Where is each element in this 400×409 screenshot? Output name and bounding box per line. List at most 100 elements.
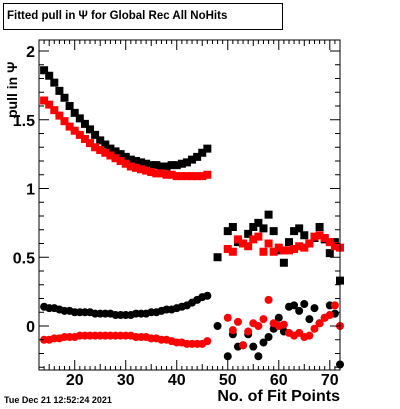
- x-tick-label: 30: [117, 372, 135, 389]
- data-point-circle: [279, 320, 288, 329]
- data-point-square: [147, 168, 156, 176]
- data-point-square: [131, 163, 140, 172]
- data-point-square: [65, 102, 74, 110]
- data-point-circle: [290, 301, 299, 310]
- data-point-square: [310, 232, 319, 241]
- data-point-circle: [249, 342, 258, 351]
- data-point-square: [137, 165, 146, 174]
- data-point-circle: [203, 337, 212, 346]
- data-point-square: [188, 155, 197, 164]
- data-point-square: [305, 239, 314, 248]
- data-point-square: [182, 172, 191, 181]
- y-tick-label: 1.5: [13, 113, 35, 130]
- data-point-square: [198, 148, 207, 157]
- data-point-square: [203, 170, 212, 179]
- data-point-circle: [239, 341, 248, 350]
- data-point-square: [254, 218, 263, 227]
- data-point-square: [91, 143, 100, 152]
- data-point-square: [152, 169, 161, 178]
- data-point-square: [142, 166, 151, 175]
- data-point-square: [80, 119, 89, 128]
- data-point-circle: [223, 313, 232, 322]
- data-point-square: [284, 238, 293, 247]
- data-point-square: [244, 242, 253, 251]
- data-point-square: [116, 150, 125, 159]
- data-point-square: [177, 172, 186, 181]
- data-point-square: [172, 172, 181, 181]
- data-point-square: [269, 247, 278, 256]
- data-point-circle: [244, 327, 253, 336]
- data-point-square: [295, 242, 304, 251]
- data-point-square: [86, 125, 95, 134]
- data-point-square: [111, 154, 120, 163]
- data-point-square: [70, 108, 79, 117]
- axis-ticks: 20 30 40 50 60 70 0 0.5 1 1.5 2: [13, 40, 341, 389]
- data-point-square: [162, 170, 171, 179]
- data-point-square: [80, 135, 89, 143]
- data-point-square: [279, 258, 288, 267]
- data-point-square: [157, 162, 166, 171]
- data-point-circle: [233, 317, 242, 326]
- data-point-square: [131, 157, 140, 165]
- data-point-square: [198, 172, 207, 181]
- data-point-square: [188, 172, 197, 181]
- data-point-square: [60, 93, 69, 102]
- data-point-square: [50, 106, 59, 115]
- data-point-square: [193, 152, 202, 161]
- data-point-circle: [259, 338, 268, 347]
- data-point-square: [167, 161, 176, 170]
- data-point-square: [111, 147, 120, 156]
- data-point-square: [126, 162, 135, 171]
- data-point-square: [290, 245, 299, 253]
- data-point-square: [137, 158, 146, 167]
- data-point-square: [233, 235, 242, 244]
- data-point-circle: [254, 322, 263, 330]
- axes-frame: [38, 39, 341, 371]
- data-point-square: [60, 117, 69, 126]
- data-point-square: [315, 223, 324, 231]
- data-point-square: [193, 172, 202, 181]
- data-point-square: [244, 229, 253, 238]
- data-point-square: [55, 111, 64, 120]
- data-point-square: [106, 151, 115, 160]
- data-point-circle: [264, 295, 273, 304]
- x-tick-label: 50: [219, 372, 237, 389]
- data-point-square: [320, 234, 329, 242]
- x-tick-label: 40: [168, 372, 186, 389]
- data-point-square: [300, 231, 309, 240]
- data-point-square: [213, 253, 222, 262]
- data-point-square: [96, 146, 105, 154]
- data-point-circle: [315, 319, 324, 328]
- data-point-circle: [254, 352, 263, 361]
- data-point-circle: [305, 315, 314, 324]
- data-point-square: [126, 155, 135, 164]
- data-point-circle: [305, 331, 314, 340]
- data-point-square: [228, 223, 237, 231]
- data-point-circle: [203, 291, 212, 300]
- data-point-square: [259, 224, 268, 233]
- data-point-circle: [300, 300, 309, 308]
- data-point-square: [116, 157, 125, 165]
- data-point-square: [182, 158, 191, 167]
- data-point-square: [228, 247, 237, 256]
- data-point-square: [40, 96, 49, 105]
- data-point-square: [223, 227, 232, 236]
- data-point-square: [40, 66, 49, 75]
- data-point-square: [152, 161, 161, 170]
- data-point-square: [264, 210, 273, 219]
- data-point-square: [264, 239, 273, 248]
- data-point-square: [254, 232, 263, 241]
- data-point-square: [203, 144, 212, 153]
- data-point-circle: [310, 324, 319, 333]
- data-point-square: [259, 247, 268, 256]
- data-point-circle: [259, 315, 268, 324]
- data-point-circle: [274, 313, 283, 322]
- timestamp: Tue Dec 21 12:52:24 2021: [4, 395, 112, 405]
- data-point-square: [45, 100, 54, 109]
- data-point-square: [45, 71, 54, 80]
- data-point-square: [315, 231, 324, 240]
- data-point-square: [55, 86, 64, 95]
- x-tick-label: 70: [321, 372, 339, 389]
- data-point-circle: [310, 304, 319, 313]
